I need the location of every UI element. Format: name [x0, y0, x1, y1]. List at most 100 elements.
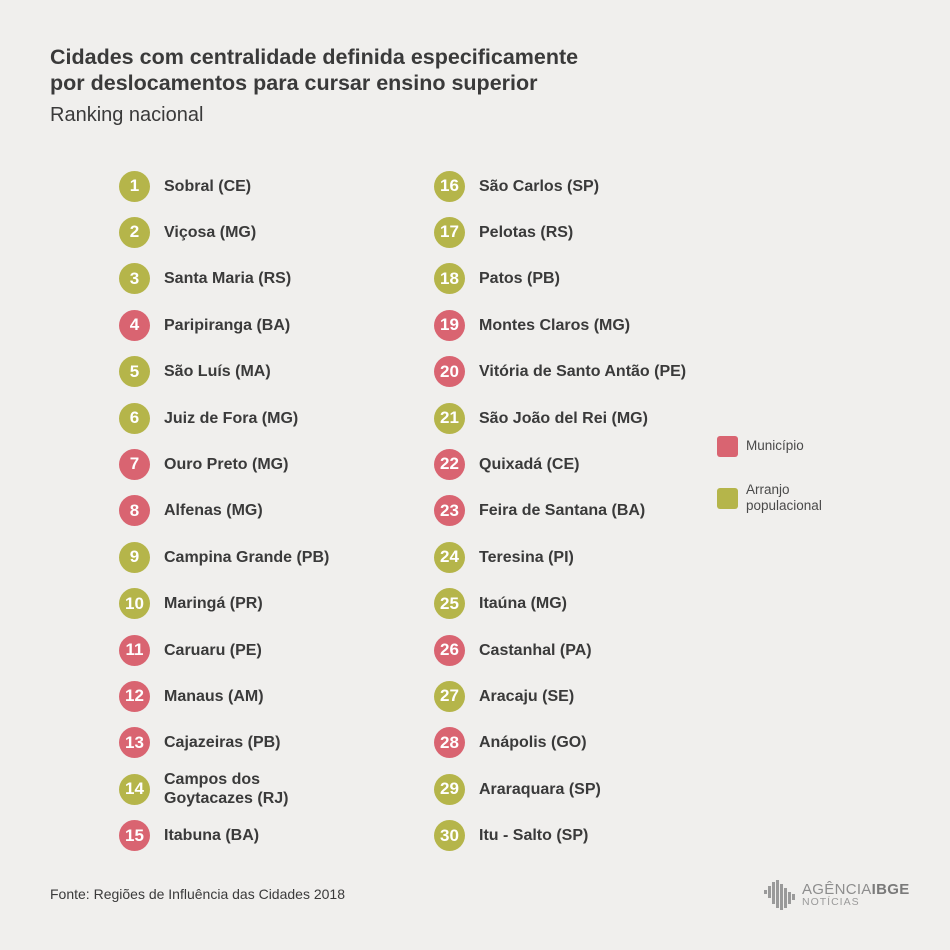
legend-swatch-municipio	[717, 436, 738, 457]
ranking-item: 25 Itaúna (MG)	[434, 588, 567, 620]
city-name: Araraquara (SP)	[479, 780, 601, 798]
legend-label-arranjo: Arranjo populacional	[746, 482, 846, 514]
city-name: Santa Maria (RS)	[164, 270, 292, 288]
rank-badge: 24	[434, 541, 465, 573]
city-name: Caruaru (PE)	[164, 641, 262, 659]
title-line-2: por deslocamentos para cursar ensino sup…	[50, 71, 538, 95]
rank-badge: 5	[119, 356, 150, 388]
ranking-item: 12 Manaus (AM)	[119, 680, 264, 712]
rank-badge: 3	[119, 263, 150, 295]
rank-badge: 14	[119, 773, 150, 805]
source-note: Fonte: Regiões de Influência das Cidades…	[50, 886, 345, 902]
ranking-item: 23 Feira de Santana (BA)	[434, 495, 645, 527]
rank-badge: 20	[434, 356, 465, 388]
subtitle: Ranking nacional	[50, 104, 204, 126]
ranking-item: 17 Pelotas (RS)	[434, 216, 573, 248]
city-name: Montes Claros (MG)	[479, 316, 631, 334]
ranking-item: 21 São João del Rei (MG)	[434, 402, 648, 434]
rank-badge: 22	[434, 448, 465, 480]
city-name: Manaus (AM)	[164, 687, 264, 705]
city-name: Itabuna (BA)	[164, 827, 260, 845]
ranking-item: 22 Quixadá (CE)	[434, 448, 579, 480]
legend-swatch-arranjo	[717, 488, 738, 509]
city-name: Alfenas (MG)	[164, 502, 263, 520]
city-name: Anápolis (GO)	[479, 734, 587, 752]
chart-title: Cidades com centralidade definida especi…	[50, 44, 578, 96]
city-name: Feira de Santana (BA)	[479, 502, 646, 520]
ranking-item: 6 Juiz de Fora (MG)	[119, 402, 298, 434]
rank-badge: 25	[434, 588, 465, 620]
rank-badge: 29	[434, 773, 465, 805]
rank-badge: 11	[119, 634, 150, 666]
city-name-line-1: Campos dos	[164, 771, 261, 789]
ranking-item: 15 Itabuna (BA)	[119, 820, 259, 852]
ranking-item: 4 Paripiranga (BA)	[119, 309, 290, 341]
city-name: Paripiranga (BA)	[164, 316, 291, 334]
rank-badge: 27	[434, 680, 465, 712]
city-name: Pelotas (RS)	[479, 223, 574, 241]
logo-text: AGÊNCIAIBGE NOTÍCIAS	[802, 881, 910, 909]
rank-badge: 16	[434, 170, 465, 202]
logo-agencia: AGÊNCIA	[802, 881, 872, 898]
rank-badge: 8	[119, 495, 150, 527]
city-name: Patos (PB)	[479, 270, 560, 288]
ranking-item: 9 Campina Grande (PB)	[119, 541, 329, 573]
city-name: Itu - Salto (SP)	[479, 827, 589, 845]
logo-ibge: IBGE	[871, 881, 910, 898]
city-name: Ouro Preto (MG)	[164, 455, 289, 473]
rank-badge: 9	[119, 541, 150, 573]
ranking-item: 26 Castanhal (PA)	[434, 634, 592, 666]
legend-item-municipio: Município	[717, 436, 846, 457]
title-line-1: Cidades com centralidade definida especi…	[50, 45, 579, 69]
ranking-item: 28 Anápolis (GO)	[434, 727, 587, 759]
ranking-item: 24 Teresina (PI)	[434, 541, 574, 573]
city-name: Campina Grande (PB)	[164, 548, 330, 566]
ranking-item: 30 Itu - Salto (SP)	[434, 820, 588, 852]
ranking-item: 3 Santa Maria (RS)	[119, 263, 291, 295]
rank-badge: 28	[434, 727, 465, 759]
rank-badge: 13	[119, 727, 150, 759]
agencia-ibge-logo: AGÊNCIAIBGE NOTÍCIAS	[764, 880, 910, 912]
legend-label-arranjo-line-2: populacional	[746, 498, 822, 513]
rank-badge: 23	[434, 495, 465, 527]
ranking-item: 8 Alfenas (MG)	[119, 495, 263, 527]
ranking-item: 29 Araraquara (SP)	[434, 773, 601, 805]
city-name: Sobral (CE)	[164, 177, 252, 195]
city-name: Quixadá (CE)	[479, 455, 580, 473]
city-name-line-2: Goytacazes (RJ)	[164, 790, 289, 808]
ranking-item: 5 São Luís (MA)	[119, 356, 271, 388]
legend-item-arranjo: Arranjo populacional	[717, 482, 846, 514]
rank-badge: 18	[434, 263, 465, 295]
rank-badge: 1	[119, 170, 150, 202]
rank-badge: 4	[119, 309, 150, 341]
rank-badge: 6	[119, 402, 150, 434]
ranking-item: 27 Aracaju (SE)	[434, 680, 574, 712]
city-name: Maringá (PR)	[164, 595, 263, 613]
ranking-item: 11 Caruaru (PE)	[119, 634, 262, 666]
rank-badge: 17	[434, 216, 465, 248]
legend-label-arranjo-line-1: Arranjo	[746, 482, 790, 497]
city-name: São João del Rei (MG)	[479, 409, 648, 427]
ibge-bars-icon	[764, 880, 795, 910]
rank-badge: 21	[434, 402, 465, 434]
legend-label-municipio: Município	[746, 438, 804, 453]
rank-badge: 30	[434, 820, 465, 852]
rank-badge: 2	[119, 216, 150, 248]
city-name: Cajazeiras (PB)	[164, 734, 281, 752]
city-name: São Luís (MA)	[164, 363, 271, 381]
ranking-item: 10 Maringá (PR)	[119, 588, 263, 620]
city-name: Campos dos Goytacazes (RJ)	[164, 770, 289, 808]
ranking-item: 18 Patos (PB)	[434, 263, 560, 295]
ranking-item: 7 Ouro Preto (MG)	[119, 448, 288, 480]
city-name: Itaúna (MG)	[479, 595, 567, 613]
ranking-item: 16 São Carlos (SP)	[434, 170, 599, 202]
ranking-item: 20 Vitória de Santo Antão (PE)	[434, 356, 686, 388]
rank-badge: 26	[434, 634, 465, 666]
city-name: Viçosa (MG)	[164, 223, 257, 241]
city-name: Teresina (PI)	[479, 548, 574, 566]
ranking-item: 13 Cajazeiras (PB)	[119, 727, 281, 759]
city-name: Vitória de Santo Antão (PE)	[479, 363, 687, 381]
rank-badge: 7	[119, 448, 150, 480]
ranking-item: 19 Montes Claros (MG)	[434, 309, 630, 341]
ranking-item: 14 Campos dos Goytacazes (RJ)	[119, 770, 289, 808]
